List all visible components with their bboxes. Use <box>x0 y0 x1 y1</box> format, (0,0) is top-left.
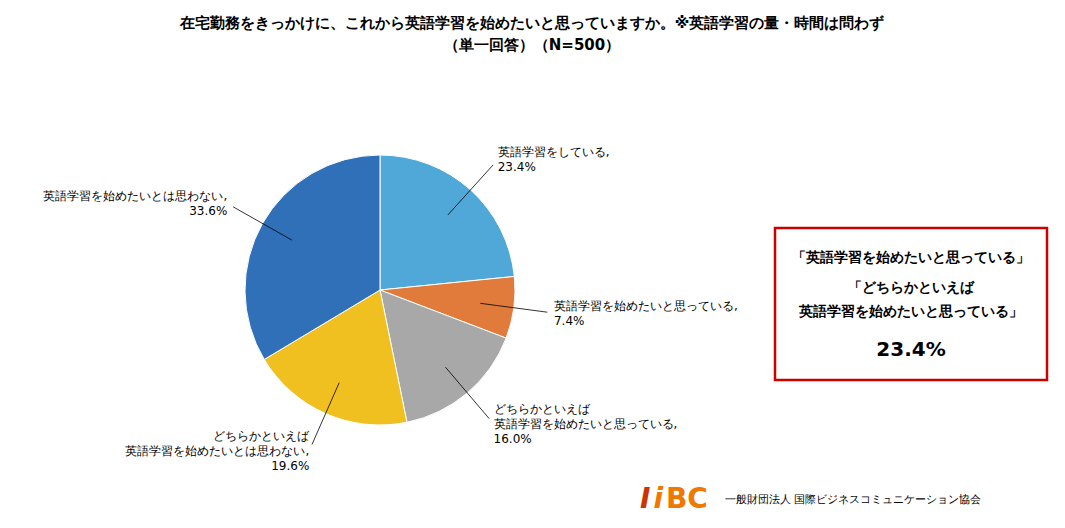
logo-text: BC <box>666 482 708 515</box>
slice-labels: 英語学習をしている,23.4%英語学習を始めたいと思っている,7.4%どちらかと… <box>43 145 737 472</box>
leader-line <box>233 207 292 240</box>
slice-label: どちらかといえば英語学習を始めたいとは思わない,19.6% <box>125 429 310 473</box>
organization: 一般財団法人 国際ビジネスコミュニケーション協会 <box>725 493 982 506</box>
highlight-text: 英語学習を始めたいと思っている」 <box>798 303 1023 319</box>
chart: 在宅勤務をきっかけに、これから英語学習を始めたいと思っていますか。※英語学習の量… <box>0 0 1065 528</box>
value-label: 16.0% <box>494 432 532 446</box>
leader-line <box>448 165 493 215</box>
slice-label: 英語学習を始めたいと思っている,7.4% <box>554 299 738 328</box>
logo-text: i <box>653 482 663 515</box>
category-label: 英語学習を始めたいとは思わない, <box>125 444 309 458</box>
slice <box>380 155 514 290</box>
value-label: 19.6% <box>271 459 309 473</box>
slice-label: 英語学習をしている,23.4% <box>498 145 610 174</box>
value-label: 33.6% <box>189 204 227 218</box>
category-label: どちらかといえば <box>213 429 310 443</box>
category-label: 英語学習を始めたいとは思わない, <box>43 189 227 203</box>
category-label: 英語学習を始めたいと思っている, <box>554 299 738 313</box>
slice-label: 英語学習を始めたいとは思わない,33.6% <box>43 189 227 218</box>
title: 在宅勤務をきっかけに、これから英語学習を始めたいと思っていますか。※英語学習の量… <box>179 14 885 32</box>
value-label: 7.4% <box>554 314 585 328</box>
category-label: どちらかといえば <box>494 402 591 416</box>
category-label: 英語学習をしている, <box>498 145 610 159</box>
highlight-box <box>775 228 1047 380</box>
category-label: 英語学習を始めたいと思っている, <box>494 417 678 431</box>
value-label: 23.4% <box>498 160 536 174</box>
leader-line <box>312 383 339 445</box>
logo-text: I <box>640 482 650 515</box>
highlight-text: 「どちらかといえば <box>848 279 975 295</box>
highlight-text: 23.4% <box>876 337 945 361</box>
pie <box>245 155 515 425</box>
subtitle: （単一回答）（N=500） <box>444 36 620 54</box>
leader-line <box>480 303 547 312</box>
slice <box>245 155 380 359</box>
highlight-text: 「英語学習を始めたいと思っている」 <box>792 249 1030 265</box>
slice-label: どちらかといえば英語学習を始めたいと思っている,16.0% <box>494 402 678 446</box>
leader-line <box>446 367 490 418</box>
